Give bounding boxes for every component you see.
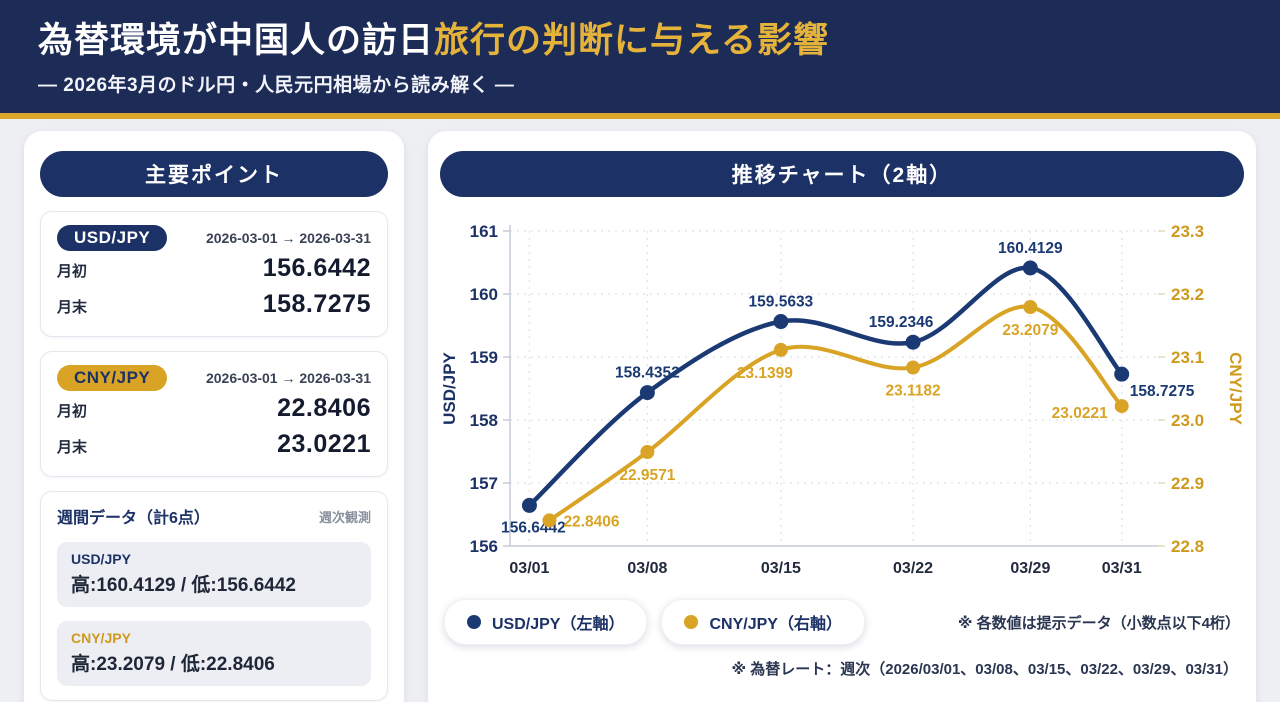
weekly-observation-note: 週次観測 <box>318 509 371 525</box>
page-header: 為替環境が中国人の訪日旅行の判断に与える影響 — 2026年3月のドル円・人民元… <box>0 0 1280 113</box>
x-axis-tick-label: 03/01 <box>509 560 549 577</box>
cnyjpy-month-end-value: 23.0221 <box>277 430 371 458</box>
usdjpy-data-label: 159.5633 <box>749 294 814 311</box>
left-axis-title: USD/JPY <box>440 351 459 424</box>
right-axis-title: CNY/JPY <box>1226 352 1244 425</box>
usdjpy-date-range: 2026-03-01 → 2026-03-31 <box>205 230 371 246</box>
usdjpy-data-label: 159.2346 <box>869 314 934 331</box>
month-end-label: 月末 <box>57 439 88 456</box>
usdjpy-month-start-value: 156.6442 <box>262 254 371 282</box>
cnyjpy-data-point <box>640 445 655 460</box>
page-title: 為替環境が中国人の訪日旅行の判断に与える影響 <box>38 21 1280 61</box>
usdjpy-data-point <box>905 334 921 350</box>
month-start-label: 月初 <box>57 263 88 280</box>
right-axis-tick-label: 23.3 <box>1171 222 1204 241</box>
dual-axis-line-chart: 161 160 159 158 157 156 23.3 23.2 23.1 23.0 22.9 22… <box>440 203 1245 593</box>
cnyjpy-legend-dot-icon <box>684 615 699 629</box>
usdjpy-line <box>527 265 1124 508</box>
x-axis-tick-label: 03/08 <box>627 560 667 577</box>
trend-chart-panel: 推移チャート（2軸） 161 160 159 158 157 156 23.3 23.2 23.… <box>428 131 1256 702</box>
x-axis-tick-label: 03/31 <box>1102 560 1142 577</box>
usdjpy-month-start-row: 月初 156.6442 <box>57 254 371 288</box>
cnyjpy-data-label: 23.1182 <box>885 383 940 400</box>
cnyjpy-month-start-row: 月初 22.8406 <box>57 394 371 428</box>
left-axis-tick-label: 157 <box>470 474 498 493</box>
usdjpy-legend-dot-icon <box>467 615 481 629</box>
cnyjpy-highlow-pair: CNY/JPY <box>71 630 131 646</box>
month-end-label: 月末 <box>57 299 88 316</box>
usdjpy-highlow-box: USD/JPY 高:160.4129 / 低:156.6442 <box>57 542 371 607</box>
month-start-label: 月初 <box>57 403 88 420</box>
cnyjpy-highlow-values: 高:23.2079 / 低:22.8406 <box>71 654 275 675</box>
cnyjpy-month-start-value: 22.8406 <box>277 394 371 422</box>
rate-dates-footnote: ※ 為替レート：週次（2026/03/01、03/08、03/15、03/22、… <box>731 661 1238 678</box>
cnyjpy-data-point <box>906 360 921 375</box>
right-axis-tick-label: 23.1 <box>1171 348 1204 367</box>
chart-legend-row: USD/JPY（左軸） CNY/JPY（右軸） ※ 各数値は提示データ（小数点以… <box>440 599 1244 645</box>
cnyjpy-highlow-box: CNY/JPY 高:23.2079 / 低:22.8406 <box>57 621 371 686</box>
usdjpy-highlow-pair: USD/JPY <box>71 551 131 567</box>
usdjpy-month-end-value: 158.7275 <box>262 290 371 318</box>
cnyjpy-data-label: 22.8406 <box>563 513 619 530</box>
right-axis-tick-label: 22.9 <box>1171 474 1204 493</box>
x-axis-tick-label: 03/22 <box>893 560 933 577</box>
key-points-title: 主要ポイント <box>40 151 388 197</box>
cnyjpy-card: CNY/JPY 2026-03-01 → 2026-03-31 月初 22.84… <box>40 351 388 477</box>
usdjpy-data-point <box>521 497 537 513</box>
cnyjpy-date-range: 2026-03-01 → 2026-03-31 <box>205 370 371 386</box>
usdjpy-highlow-values: 高:160.4129 / 低:156.6442 <box>71 575 296 596</box>
usdjpy-data-label: 158.4352 <box>615 365 680 382</box>
page-title-white: 為替環境が中国人の訪日 <box>38 21 435 60</box>
cnyjpy-data-label: 23.1399 <box>737 365 793 382</box>
cnyjpy-data-label: 23.0221 <box>1052 405 1108 422</box>
page-subtitle: — 2026年3月のドル円・人民元円相場から読み解く — <box>38 74 515 96</box>
main-content: 主要ポイント USD/JPY 2026-03-01 → 2026-03-31 月… <box>0 119 1280 702</box>
cnyjpy-data-point <box>773 342 788 357</box>
left-axis-tick-label: 159 <box>470 348 498 367</box>
right-axis-tick-label: 23.0 <box>1171 411 1204 430</box>
usdjpy-badge: USD/JPY <box>57 225 168 251</box>
usdjpy-data-label: 158.7275 <box>1130 383 1195 400</box>
left-axis-tick-label: 160 <box>470 285 498 304</box>
usdjpy-data-point <box>1022 260 1038 276</box>
legend-cnyjpy-label: CNY/JPY（右軸） <box>709 616 842 633</box>
left-axis-tick-label: 156 <box>470 537 498 556</box>
usdjpy-month-end-row: 月末 158.7275 <box>57 290 371 324</box>
right-axis-tick-label: 23.2 <box>1171 285 1204 304</box>
weekly-data-title: 週間データ（計6点） <box>57 510 210 527</box>
usdjpy-card: USD/JPY 2026-03-01 → 2026-03-31 月初 156.6… <box>40 211 388 337</box>
chart-svg: 161 160 159 158 157 156 23.3 23.2 23.1 23.0 22.9 22… <box>440 222 1245 577</box>
cnyjpy-data-label: 23.2079 <box>1002 322 1058 339</box>
left-axis-tick-label: 158 <box>470 411 498 430</box>
left-axis-tick-label: 161 <box>470 222 498 241</box>
usdjpy-data-point <box>773 314 789 330</box>
usdjpy-data-point <box>1114 366 1130 382</box>
right-axis-tick-label: 22.8 <box>1171 537 1204 556</box>
legend-usdjpy-label: USD/JPY（左軸） <box>492 616 625 633</box>
usdjpy-data-label: 160.4129 <box>998 240 1063 257</box>
cnyjpy-data-label: 22.9571 <box>619 467 675 484</box>
cnyjpy-data-point <box>1023 300 1038 315</box>
page-title-gold: 旅行の判断に与える影響 <box>434 21 829 60</box>
legend-usdjpy-button[interactable]: USD/JPY（左軸） <box>444 599 648 645</box>
cnyjpy-data-point <box>1114 399 1129 414</box>
trend-chart-title: 推移チャート（2軸） <box>440 151 1244 197</box>
precision-footnote: ※ 各数値は提示データ（小数点以下4桁） <box>957 614 1240 632</box>
usdjpy-data-point <box>639 385 655 401</box>
cnyjpy-badge: CNY/JPY <box>57 365 168 391</box>
legend-cnyjpy-button[interactable]: CNY/JPY（右軸） <box>661 599 865 645</box>
cnyjpy-month-end-row: 月末 23.0221 <box>57 430 371 464</box>
accent-divider <box>0 113 1280 119</box>
weekly-data-card: 週間データ（計6点） 週次観測 USD/JPY 高:160.4129 / 低:1… <box>40 491 388 701</box>
x-axis-tick-label: 03/29 <box>1010 560 1050 577</box>
cnyjpy-data-point <box>542 513 557 528</box>
x-axis-tick-label: 03/15 <box>761 560 801 577</box>
key-points-panel: 主要ポイント USD/JPY 2026-03-01 → 2026-03-31 月… <box>24 131 404 702</box>
